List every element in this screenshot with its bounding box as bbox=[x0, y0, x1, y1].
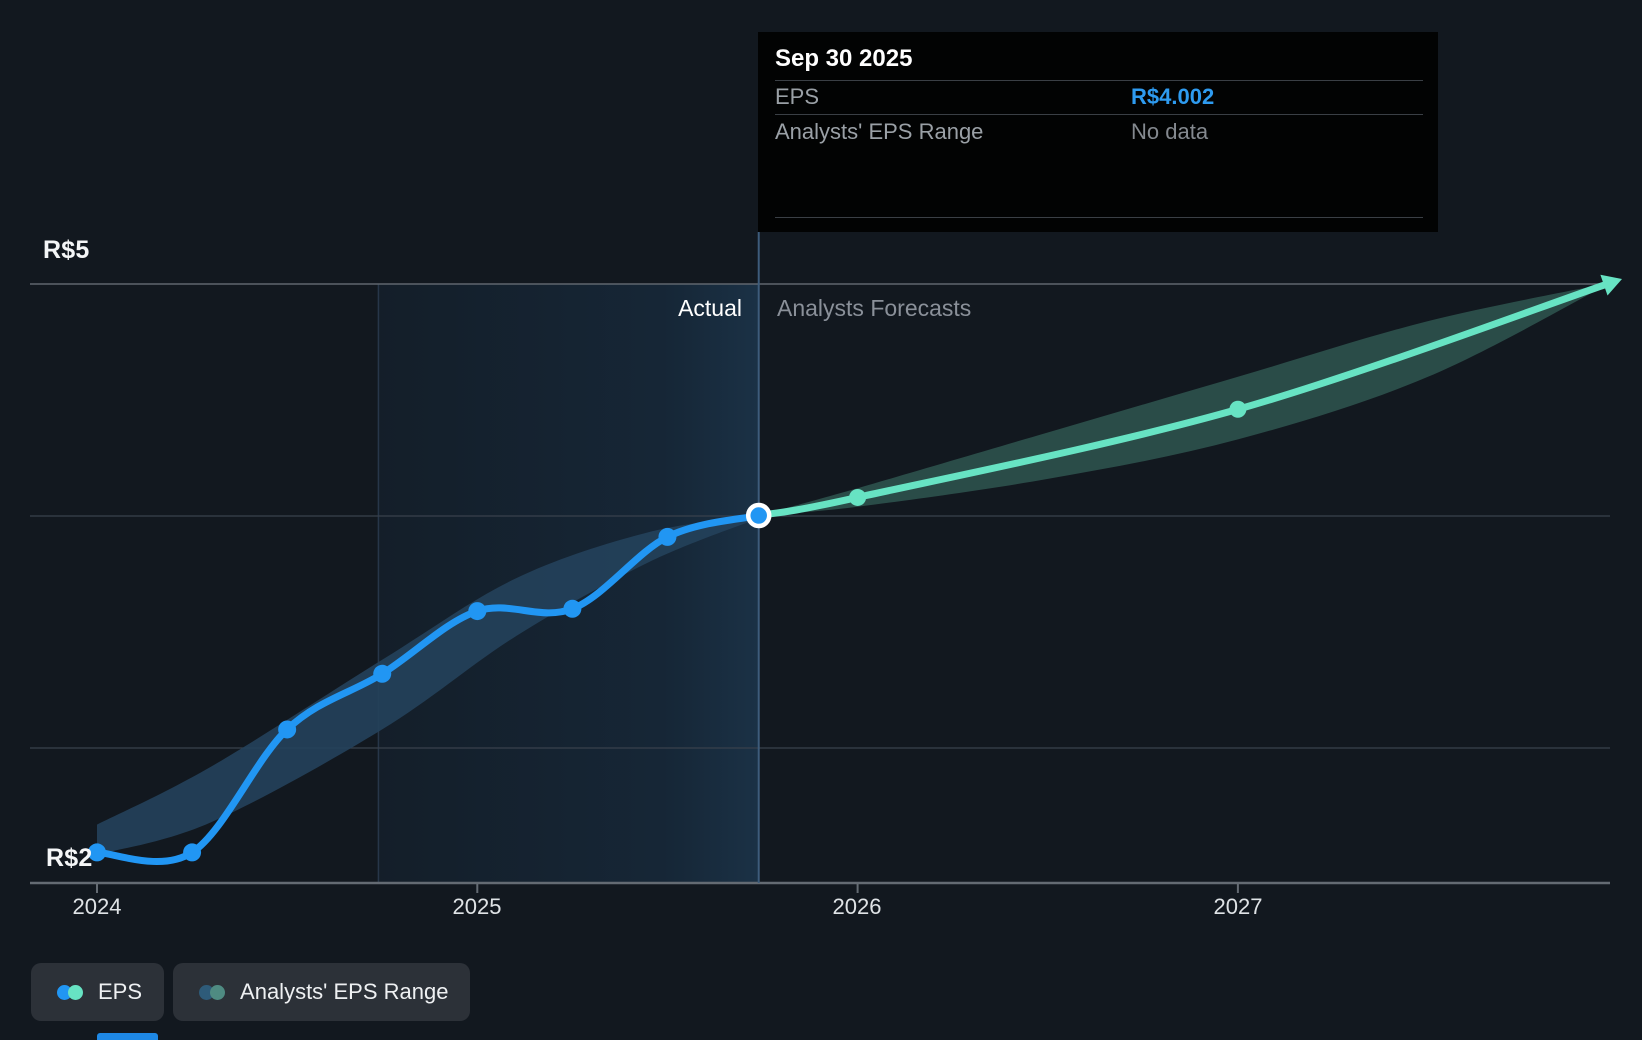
actual-section-label: Actual bbox=[678, 295, 742, 321]
legend-item-analysts-eps-range[interactable]: Analysts' EPS Range bbox=[173, 963, 471, 1021]
y-axis-min-label: R$2 bbox=[46, 844, 93, 872]
x-axis-line bbox=[30, 881, 1610, 893]
x-axis-label-2024: 2024 bbox=[72, 894, 122, 919]
chart-tooltip: Sep 30 2025 EPS R$4.002 Analysts' EPS Ra… bbox=[758, 32, 1438, 232]
eps-actual-point[interactable] bbox=[88, 843, 106, 862]
eps-actual-point[interactable] bbox=[468, 602, 487, 621]
eps-actual-point[interactable] bbox=[183, 843, 202, 862]
eps-actual-point[interactable] bbox=[563, 599, 582, 618]
legend-eps-label: EPS bbox=[98, 979, 143, 1004]
eps-actual-point[interactable] bbox=[658, 527, 677, 546]
analysts-range-bands bbox=[97, 282, 1611, 855]
range-forecast-dot-icon bbox=[210, 984, 226, 1000]
tooltip-eps-label: EPS bbox=[775, 84, 820, 110]
eps-actual-point[interactable] bbox=[278, 720, 297, 739]
eps-actual-point[interactable] bbox=[373, 664, 392, 683]
analysts-forecasts-section-label: Analysts Forecasts bbox=[777, 295, 972, 321]
tooltip-date: Sep 30 2025 bbox=[775, 45, 913, 72]
tooltip-eps-row: EPS R$4.002 bbox=[758, 81, 1438, 114]
current-eps-point[interactable] bbox=[745, 502, 772, 529]
scrollbar-thumb[interactable] bbox=[97, 1033, 158, 1040]
tooltip-divider bbox=[775, 113, 1423, 115]
legend-range-label: Analysts' EPS Range bbox=[240, 979, 449, 1004]
tooltip-range-row: Analysts' EPS Range No data bbox=[758, 115, 1438, 150]
today-divider-line bbox=[757, 232, 1622, 883]
x-axis-label-2025: 2025 bbox=[452, 894, 502, 919]
tooltip-eps-value: R$4.002 bbox=[1131, 84, 1215, 110]
eps-forecast-point[interactable] bbox=[849, 488, 867, 506]
legend-item-eps[interactable]: EPS bbox=[31, 963, 165, 1021]
y-axis-max-label: R$5 bbox=[43, 236, 90, 264]
eps-forecast-point[interactable] bbox=[1229, 400, 1247, 418]
tooltip-range-label: Analysts' EPS Range bbox=[775, 119, 984, 145]
x-axis-label-2027: 2027 bbox=[1213, 894, 1263, 919]
tooltip-range-value: No data bbox=[1131, 119, 1209, 145]
tooltip-divider bbox=[775, 217, 1423, 218]
x-axis-label-2026: 2026 bbox=[832, 894, 882, 919]
tooltip-divider bbox=[775, 79, 1423, 81]
data-point-markers[interactable] bbox=[88, 400, 1247, 862]
eps-forecast-dot-icon bbox=[68, 984, 83, 1000]
legend: EPS Analysts' EPS Range bbox=[31, 963, 471, 1021]
eps-series-lines bbox=[93, 279, 1615, 865]
